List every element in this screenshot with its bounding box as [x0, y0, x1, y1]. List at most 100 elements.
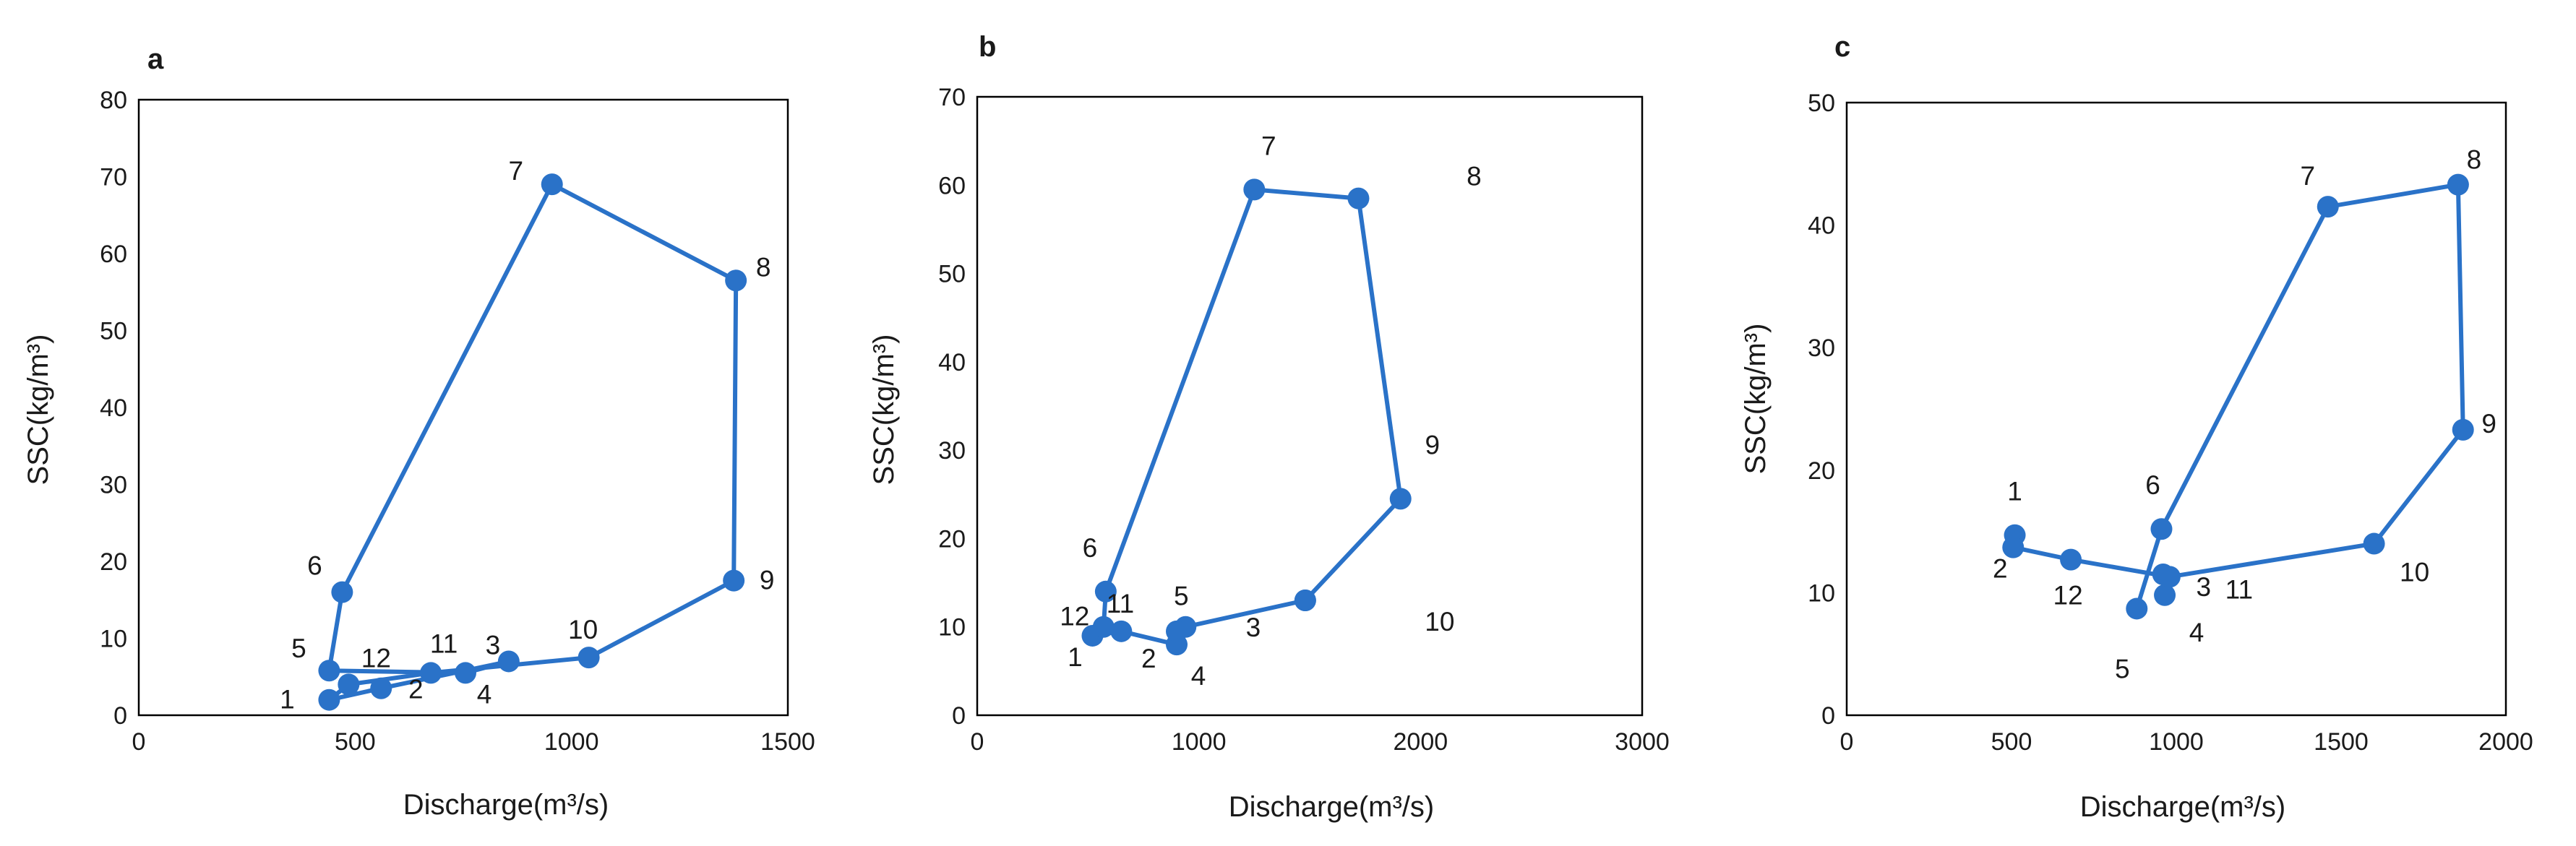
y-tick-label-b: 50 — [938, 261, 966, 288]
data-point-c-11 — [2158, 566, 2181, 588]
point-label-b-9: 9 — [1425, 430, 1440, 459]
point-label-b-3: 3 — [1246, 613, 1261, 642]
y-tick-label-b: 30 — [938, 437, 966, 465]
data-point-a-4 — [454, 662, 476, 684]
point-label-c-4: 4 — [2189, 618, 2204, 647]
markers-a — [318, 173, 747, 711]
x-tick-label-c: 2000 — [2478, 728, 2533, 756]
x-tick-label-b: 0 — [971, 728, 984, 756]
point-label-a-8: 8 — [756, 252, 771, 282]
point-label-b-4: 4 — [1191, 661, 1206, 691]
point-label-a-1: 1 — [280, 685, 295, 715]
x-ticks-b: 0 1000 2000 3000 — [971, 728, 1670, 756]
y-ticks-c: 0 10 20 30 40 50 — [1808, 90, 1835, 730]
plot-frame-c — [1845, 101, 2507, 717]
chart-panel-a: a SSC(kg/m³) Discharge(m³/s) 0 500 1000 150… — [22, 43, 815, 821]
point-label-b-8: 8 — [1467, 162, 1482, 191]
markers-b — [1081, 178, 1412, 656]
point-label-b-1: 1 — [1068, 642, 1083, 672]
data-point-b-6 — [1094, 580, 1117, 603]
data-point-c-4 — [2154, 584, 2176, 606]
point-label-a-12: 12 — [361, 643, 391, 673]
panel-letter-c: c — [1834, 31, 1850, 63]
data-point-c-2 — [2002, 536, 2025, 558]
x-tick-label-a: 1500 — [760, 728, 815, 756]
data-point-a-2 — [370, 677, 392, 699]
x-tick-label-a: 500 — [335, 728, 376, 756]
y-ticks-b: 0 10 20 30 40 50 60 70 — [938, 84, 966, 730]
point-label-b-7: 7 — [1261, 131, 1276, 160]
y-tick-label-b: 60 — [938, 172, 966, 199]
markers-c — [2002, 173, 2474, 620]
data-point-c-7 — [2317, 196, 2339, 218]
data-point-c-5 — [2126, 597, 2148, 620]
y-axis-title-a: SSC(kg/m³) — [22, 334, 54, 485]
point-label-c-10: 10 — [2400, 558, 2429, 587]
data-point-c-8 — [2447, 173, 2469, 196]
y-tick-label-c: 0 — [1821, 702, 1835, 730]
y-tick-label-a: 70 — [100, 164, 127, 191]
data-point-a-5 — [318, 660, 340, 682]
x-tick-label-c: 500 — [1991, 728, 2032, 756]
point-label-a-4: 4 — [477, 679, 492, 709]
data-point-a-6 — [331, 581, 353, 603]
data-point-b-2 — [1110, 620, 1133, 642]
x-tick-label-c: 1500 — [2314, 728, 2369, 756]
data-point-b-10 — [1294, 590, 1316, 612]
y-tick-label-a: 60 — [100, 241, 127, 268]
data-point-b-9 — [1389, 488, 1412, 510]
y-tick-label-c: 10 — [1808, 579, 1835, 607]
point-label-c-9: 9 — [2481, 409, 2496, 439]
point-label-a-11: 11 — [430, 629, 458, 658]
data-point-c-6 — [2150, 518, 2173, 540]
data-point-c-12 — [2060, 548, 2082, 571]
data-point-a-11 — [420, 662, 442, 684]
chart-panel-c: c SSC(kg/m³) Discharge(m³/s) 0 500 1000 150… — [1740, 31, 2533, 823]
point-label-b-10: 10 — [1425, 607, 1454, 636]
data-point-b-8 — [1347, 187, 1370, 210]
data-point-b-7 — [1243, 178, 1266, 201]
point-label-a-3: 3 — [486, 630, 501, 660]
plot-frame-a — [137, 98, 789, 717]
x-tick-label-b: 3000 — [1615, 728, 1670, 756]
y-ticks-a: 0 10 20 30 40 50 60 70 80 — [100, 87, 127, 730]
point-label-a-6: 6 — [307, 551, 322, 581]
point-label-a-10: 10 — [568, 615, 598, 644]
x-ticks-a: 0 500 1000 1500 — [132, 728, 815, 756]
x-tick-label-b: 1000 — [1172, 728, 1227, 756]
data-point-b-12 — [1092, 616, 1115, 638]
data-point-c-9 — [2452, 418, 2474, 441]
panel-letter-b: b — [979, 31, 996, 63]
y-tick-label-a: 20 — [100, 548, 127, 576]
y-axis-title-c: SSC(kg/m³) — [1740, 324, 1772, 475]
x-axis-title-b: Discharge(m³/s) — [1229, 791, 1434, 823]
x-tick-label-c: 1000 — [2149, 728, 2204, 756]
point-label-c-2: 2 — [1993, 554, 2008, 584]
data-point-a-9 — [723, 569, 745, 592]
data-point-a-12 — [338, 673, 360, 696]
point-label-a-7: 7 — [508, 156, 523, 186]
x-tick-label-a: 0 — [132, 728, 146, 756]
point-label-c-1: 1 — [2007, 477, 2022, 506]
data-point-a-10 — [578, 647, 600, 669]
point-label-c-12: 12 — [2053, 581, 2083, 610]
y-tick-label-a: 40 — [100, 394, 127, 422]
y-tick-label-a: 50 — [100, 318, 127, 345]
data-point-c-10 — [2363, 532, 2385, 555]
plot-frame-b — [976, 95, 1644, 717]
x-tick-label-a: 1000 — [544, 728, 599, 756]
data-point-a-8 — [725, 269, 747, 292]
point-label-a-9: 9 — [760, 566, 775, 595]
point-label-c-11: 11 — [2225, 574, 2253, 604]
data-point-a-1 — [318, 689, 340, 711]
point-label-b-2: 2 — [1141, 644, 1156, 673]
point-label-b-5: 5 — [1174, 582, 1189, 611]
y-tick-label-c: 50 — [1808, 90, 1835, 117]
x-ticks-c: 0 500 1000 1500 2000 — [1840, 728, 2533, 756]
